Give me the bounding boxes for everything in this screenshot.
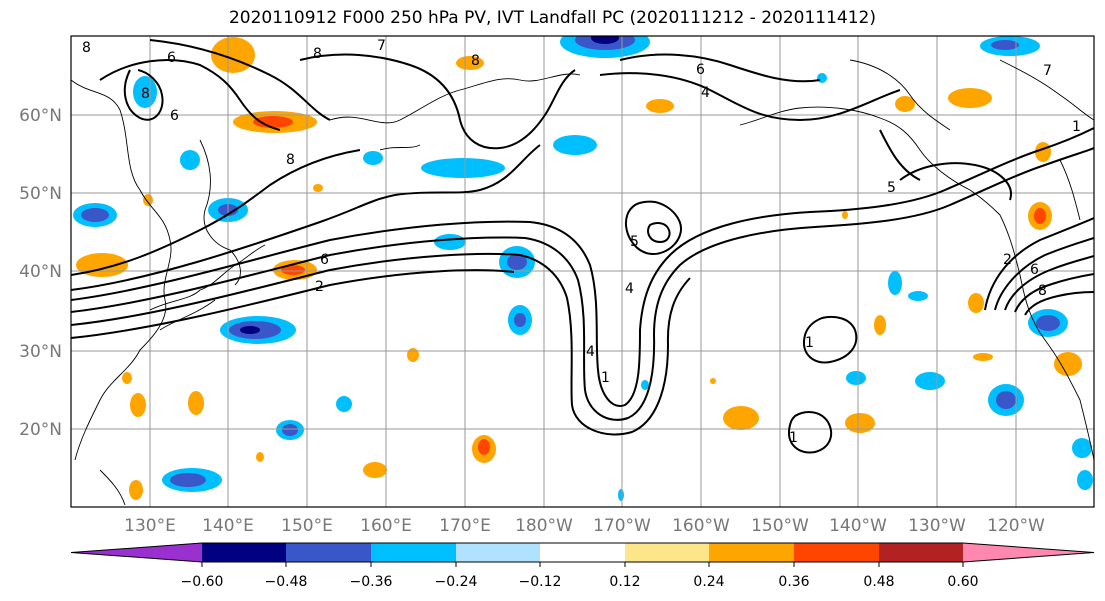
- pv-contours: [71, 39, 1094, 454]
- chart-title: 2020110912 F000 250 hPa PV, IVT Landfall…: [228, 8, 876, 28]
- colorbar-segment: [371, 543, 456, 562]
- lon-label: 140°W: [829, 516, 887, 536]
- coastlines: [71, 59, 1094, 506]
- contour-label: 4: [625, 281, 634, 297]
- lat-label: 20°N: [19, 420, 62, 440]
- contour-label: 7: [1043, 63, 1052, 79]
- contour-label: 6: [320, 252, 329, 268]
- contour-label: 5: [887, 180, 896, 196]
- lon-label: 130°W: [908, 516, 966, 536]
- contour-label: 8: [1038, 283, 1047, 299]
- colorbar: −0.60 −0.48 −0.36 −0.24 −0.12 0.12 0.24 0.36 0.4…: [70, 542, 1095, 590]
- contour-label: 8: [286, 152, 295, 168]
- contour-label: 1: [1072, 119, 1081, 135]
- colorbar-segment: [456, 543, 540, 562]
- lon-label: 180°W: [515, 516, 573, 536]
- contour-label: 4: [701, 85, 710, 101]
- lon-label: 150°W: [751, 516, 809, 536]
- contour-label: 7: [377, 38, 386, 54]
- lat-label: 40°N: [19, 262, 62, 282]
- lat-label: 60°N: [19, 106, 62, 126]
- colorbar-segment: [202, 543, 286, 562]
- contour-label: 1: [601, 370, 610, 386]
- colorbar-tick-label: −0.36: [350, 574, 393, 590]
- colorbar-tick-label: 0.48: [863, 574, 894, 590]
- lat-label: 50°N: [19, 184, 62, 204]
- lon-label: 120°W: [987, 516, 1045, 536]
- contour-label: 2: [315, 279, 324, 295]
- colorbar-segment: [879, 543, 963, 562]
- contour-label: 8: [82, 40, 91, 56]
- colorbar-tick-label: −0.48: [265, 574, 308, 590]
- contour-label: 1: [805, 335, 814, 351]
- colorbar-segment: [709, 543, 794, 562]
- lon-label: 170°W: [593, 516, 651, 536]
- contour-label: 6: [170, 108, 179, 124]
- lon-label: 170°E: [439, 516, 491, 536]
- contour-label: 1: [789, 430, 798, 446]
- contour-label: 6: [696, 62, 705, 78]
- contour-label: 6: [1030, 262, 1039, 278]
- lon-label: 130°E: [124, 516, 176, 536]
- lon-label: 160°E: [360, 516, 412, 536]
- contour-label: 4: [586, 344, 595, 360]
- map-border: [70, 35, 1095, 508]
- contour-label: 8: [471, 53, 480, 69]
- colorbar-segment: [540, 543, 625, 562]
- colorbar-tick-label: −0.12: [519, 574, 562, 590]
- colorbar-segment: [286, 543, 371, 562]
- colorbar-tick-label: 0.12: [609, 574, 640, 590]
- contour-label: 8: [313, 46, 322, 62]
- contour-label: 2: [1003, 252, 1012, 268]
- lat-label: 30°N: [19, 342, 62, 362]
- colorbar-tick-label: 0.24: [693, 574, 724, 590]
- colorbar-segment: [794, 543, 879, 562]
- contour-label-group: 8 6 8 8 6 7 6 4 8 8 6 2 5 4 4 1 1 5 7 2 …: [82, 38, 1081, 446]
- lon-label: 160°W: [672, 516, 730, 536]
- colorbar-tick-label: 0.36: [778, 574, 809, 590]
- contour-label: 5: [630, 234, 639, 250]
- lon-label: 140°E: [202, 516, 254, 536]
- lon-label: 150°E: [281, 516, 333, 536]
- colorbar-extend-low: [71, 543, 202, 562]
- graticule: [71, 36, 1094, 507]
- colorbar-tick-label: −0.60: [181, 574, 224, 590]
- colorbar-segment: [625, 543, 709, 562]
- colorbar-tick-label: −0.24: [435, 574, 478, 590]
- contour-label: 8: [141, 86, 150, 102]
- colorbar-tick-label: 0.60: [947, 574, 978, 590]
- colorbar-extend-high: [963, 543, 1094, 562]
- contour-label: 6: [167, 50, 176, 66]
- pv-anomaly-fills: [73, 36, 1093, 501]
